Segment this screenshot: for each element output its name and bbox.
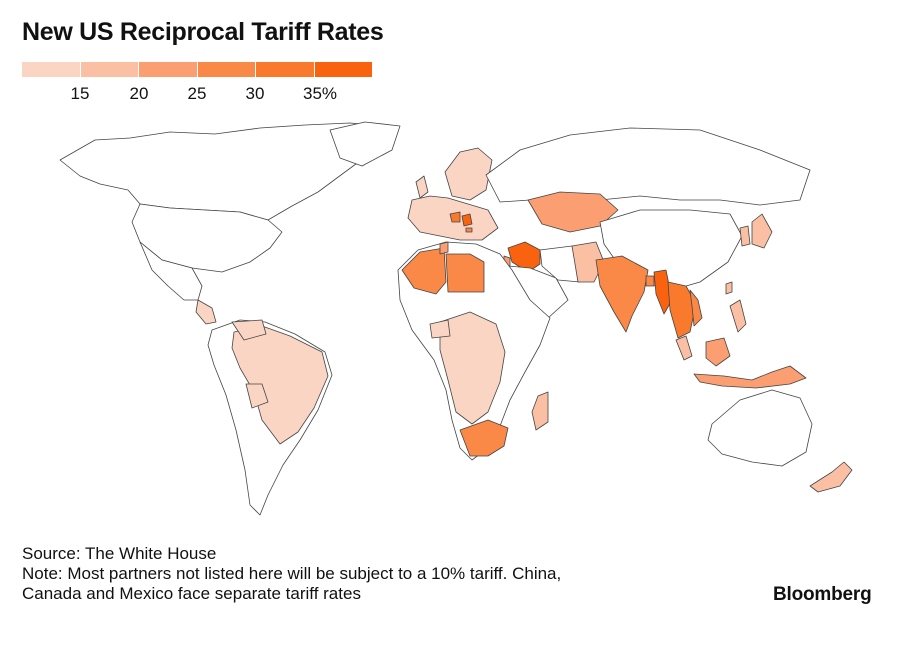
region-madagascar (531, 391, 549, 431)
legend-swatch (256, 62, 314, 77)
region-nigeria-ghana (429, 319, 451, 339)
region-new-zealand (809, 461, 853, 493)
world-map (59, 121, 853, 516)
region-kazakhstan (527, 191, 619, 233)
region-bangladesh (645, 275, 655, 287)
legend-labels: 15 20 25 30 35% (22, 84, 372, 106)
region-greenland (329, 121, 401, 167)
region-myanmar (653, 269, 673, 315)
legend-bar (22, 62, 372, 77)
legend-label: 35% (302, 84, 338, 103)
region-canada (59, 122, 396, 221)
region-borneo (705, 337, 731, 367)
region-indonesia (693, 365, 807, 389)
region-central-africa (439, 311, 506, 425)
legend-label: 20 (129, 84, 149, 103)
region-syria-iraq (507, 241, 541, 273)
chart-title: New US Reciprocal Tariff Rates (22, 18, 384, 46)
legend-swatch (139, 62, 197, 77)
region-russia (485, 127, 811, 206)
region-scandinavia (444, 147, 493, 201)
chart-footer: Source: The White House Note: Most partn… (22, 544, 662, 604)
legend-swatch (314, 62, 372, 77)
tariff-note-line-2: Canada and Mexico face separate tariff r… (22, 584, 361, 603)
region-algeria (401, 247, 447, 295)
region-bosnia (449, 211, 461, 223)
legend-swatch (80, 62, 138, 77)
region-serbia (461, 213, 473, 227)
legend-swatch (197, 62, 255, 77)
region-india (595, 255, 649, 333)
legend-label: 30 (245, 84, 265, 103)
color-legend: 15 20 25 30 35% (22, 62, 372, 108)
region-bolivia (245, 383, 269, 409)
region-tunisia (439, 241, 449, 255)
region-venezuela (231, 319, 267, 341)
bloomberg-logo: Bloomberg (773, 584, 872, 605)
region-malaysia (675, 335, 693, 361)
region-north-macedonia (465, 227, 473, 233)
legend-label: 15 (70, 84, 90, 103)
region-vietnam (689, 289, 703, 327)
region-south-africa (459, 419, 509, 457)
tariff-note-line-1: Note: Most partners not listed here will… (22, 564, 562, 583)
source-note: Source: The White House (22, 544, 217, 563)
region-central-america (195, 299, 217, 325)
region-philippines (729, 299, 747, 333)
region-thailand-laos-cambodia (667, 281, 697, 339)
region-taiwan (725, 281, 733, 295)
region-japan (751, 213, 773, 249)
legend-label: 25 (187, 84, 207, 103)
region-uk (415, 175, 429, 199)
region-australia (707, 389, 813, 467)
region-brazil (231, 325, 329, 445)
region-libya (445, 253, 485, 293)
legend-swatch (22, 62, 80, 77)
region-korea (739, 225, 751, 247)
